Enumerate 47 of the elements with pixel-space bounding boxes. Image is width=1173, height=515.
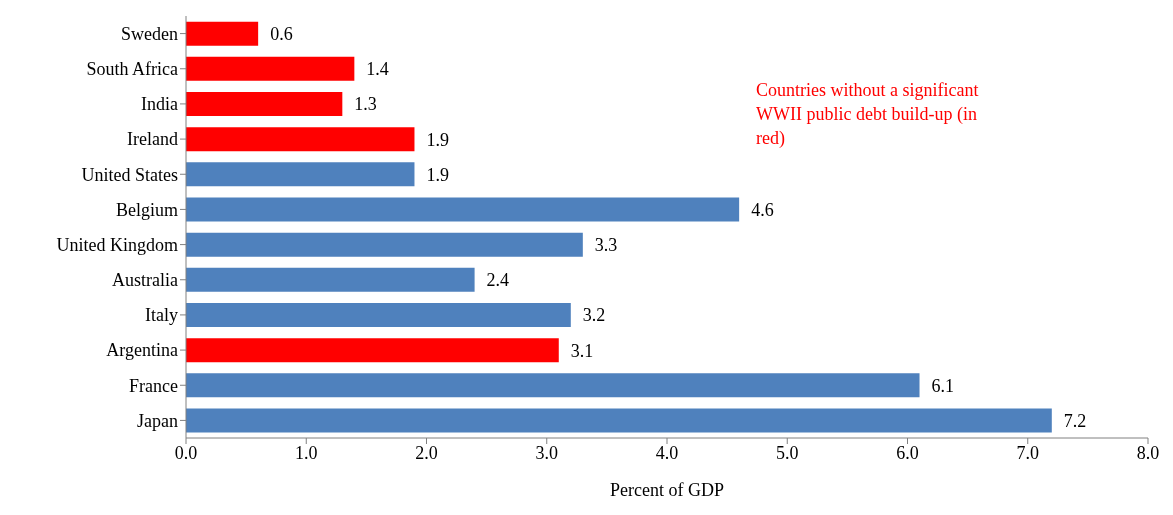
data-label: 1.9 — [426, 129, 449, 150]
x-tick-label: 0.0 — [174, 442, 198, 463]
x-axis-title: Percent of GDP — [610, 480, 724, 500]
data-label: 0.6 — [270, 24, 293, 45]
bar — [186, 338, 559, 363]
y-tick-label: Belgium — [116, 199, 178, 220]
y-tick-label: South Africa — [86, 59, 178, 80]
y-tick-label: Ireland — [127, 129, 178, 150]
y-tick-label: Italy — [145, 305, 178, 326]
bar — [186, 162, 415, 187]
bar — [186, 91, 343, 116]
data-label: 3.3 — [594, 235, 618, 256]
x-tick-label: 7.0 — [1016, 442, 1039, 463]
data-label: 1.3 — [354, 94, 377, 115]
y-tick-label: United Kingdom — [56, 234, 178, 255]
bar — [186, 56, 355, 81]
data-label: 1.9 — [426, 164, 449, 185]
data-label: 4.6 — [751, 199, 774, 220]
data-label: 2.4 — [486, 270, 510, 291]
data-label: 3.2 — [582, 305, 606, 326]
x-tick-label: 1.0 — [295, 442, 318, 463]
bar — [186, 21, 259, 46]
data-label: 7.2 — [1063, 410, 1087, 431]
x-tick-label: 3.0 — [535, 442, 558, 463]
bar — [186, 127, 415, 152]
annotation: Countries without a significant WWII public debt build-up (in red) — [756, 79, 980, 150]
y-tick-label: United States — [81, 164, 178, 185]
x-tick-label: 8.0 — [1136, 442, 1160, 463]
bar — [186, 408, 1052, 433]
x-tick-label: 5.0 — [776, 442, 799, 463]
bar — [186, 302, 571, 327]
x-tick-label: 4.0 — [655, 442, 679, 463]
bar — [186, 197, 740, 222]
x-tick-label: 6.0 — [896, 442, 919, 463]
y-tick-label: Australia — [112, 270, 179, 291]
y-tick-label: Argentina — [106, 340, 178, 361]
data-label: 3.1 — [570, 340, 594, 361]
bar — [186, 267, 475, 292]
data-label: 1.4 — [366, 59, 389, 80]
y-tick-label: Sweden — [121, 23, 178, 44]
y-tick-label: India — [141, 94, 179, 115]
y-tick-label: France — [129, 375, 178, 396]
bar — [186, 373, 920, 398]
x-tick-label: 2.0 — [415, 442, 438, 463]
bar — [186, 232, 583, 257]
y-tick-label: Japan — [137, 410, 178, 431]
data-label: 6.1 — [931, 375, 955, 396]
